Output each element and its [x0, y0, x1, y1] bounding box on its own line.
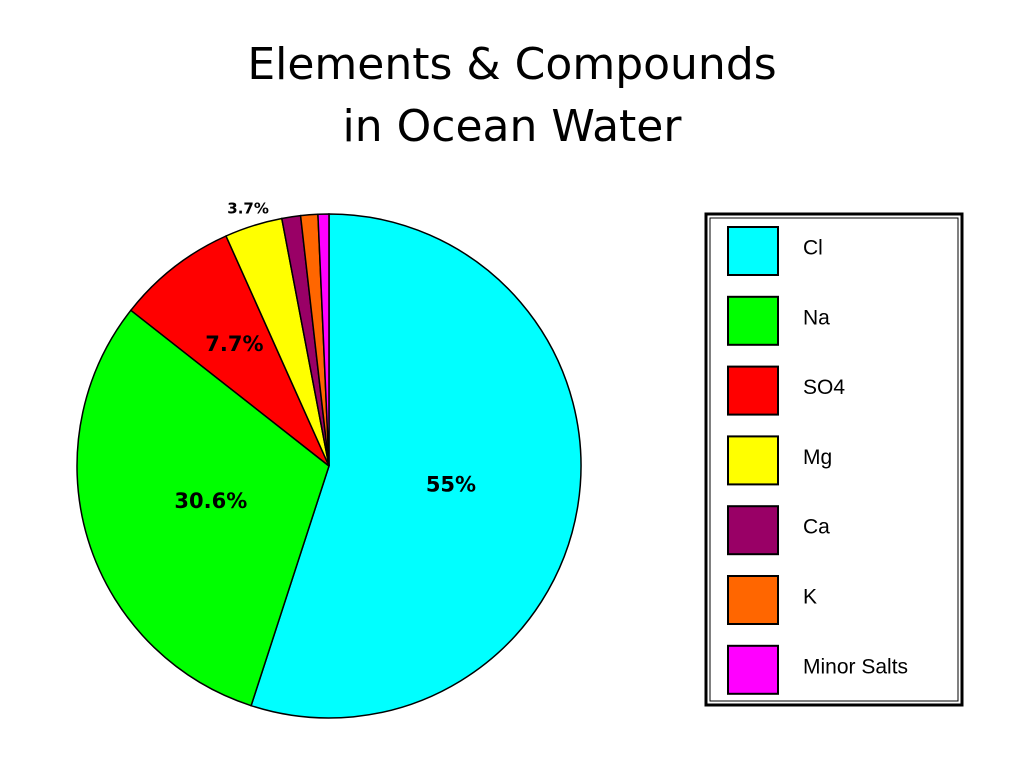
legend-swatch [727, 295, 779, 346]
legend-label: Cl [803, 237, 823, 260]
legend-label: K [803, 586, 817, 609]
legend-swatch [727, 505, 779, 556]
pie-slice [76, 309, 330, 707]
pie-slice [129, 235, 330, 467]
legend-swatch [727, 644, 779, 695]
legend-label: Minor Salts [803, 655, 908, 678]
data-label: 30.6% [174, 489, 247, 513]
legend-swatch [727, 435, 779, 486]
legend-swatch [727, 226, 779, 276]
legend-inner-border [709, 217, 959, 702]
legend-swatch [727, 365, 779, 416]
legend-label: Na [803, 306, 830, 329]
legend-swatch [727, 575, 779, 625]
data-label: 3.7% [227, 199, 269, 217]
legend-label: SO4 [803, 376, 845, 399]
data-label: 55% [426, 472, 476, 496]
legend-label: Ca [803, 516, 830, 539]
legend-label: Mg [803, 446, 832, 469]
data-label: 7.7% [205, 332, 263, 356]
chart-title: Elements & Compounds in Ocean Water [247, 39, 777, 152]
pie-slice [250, 213, 582, 719]
pie-slice [317, 213, 330, 467]
